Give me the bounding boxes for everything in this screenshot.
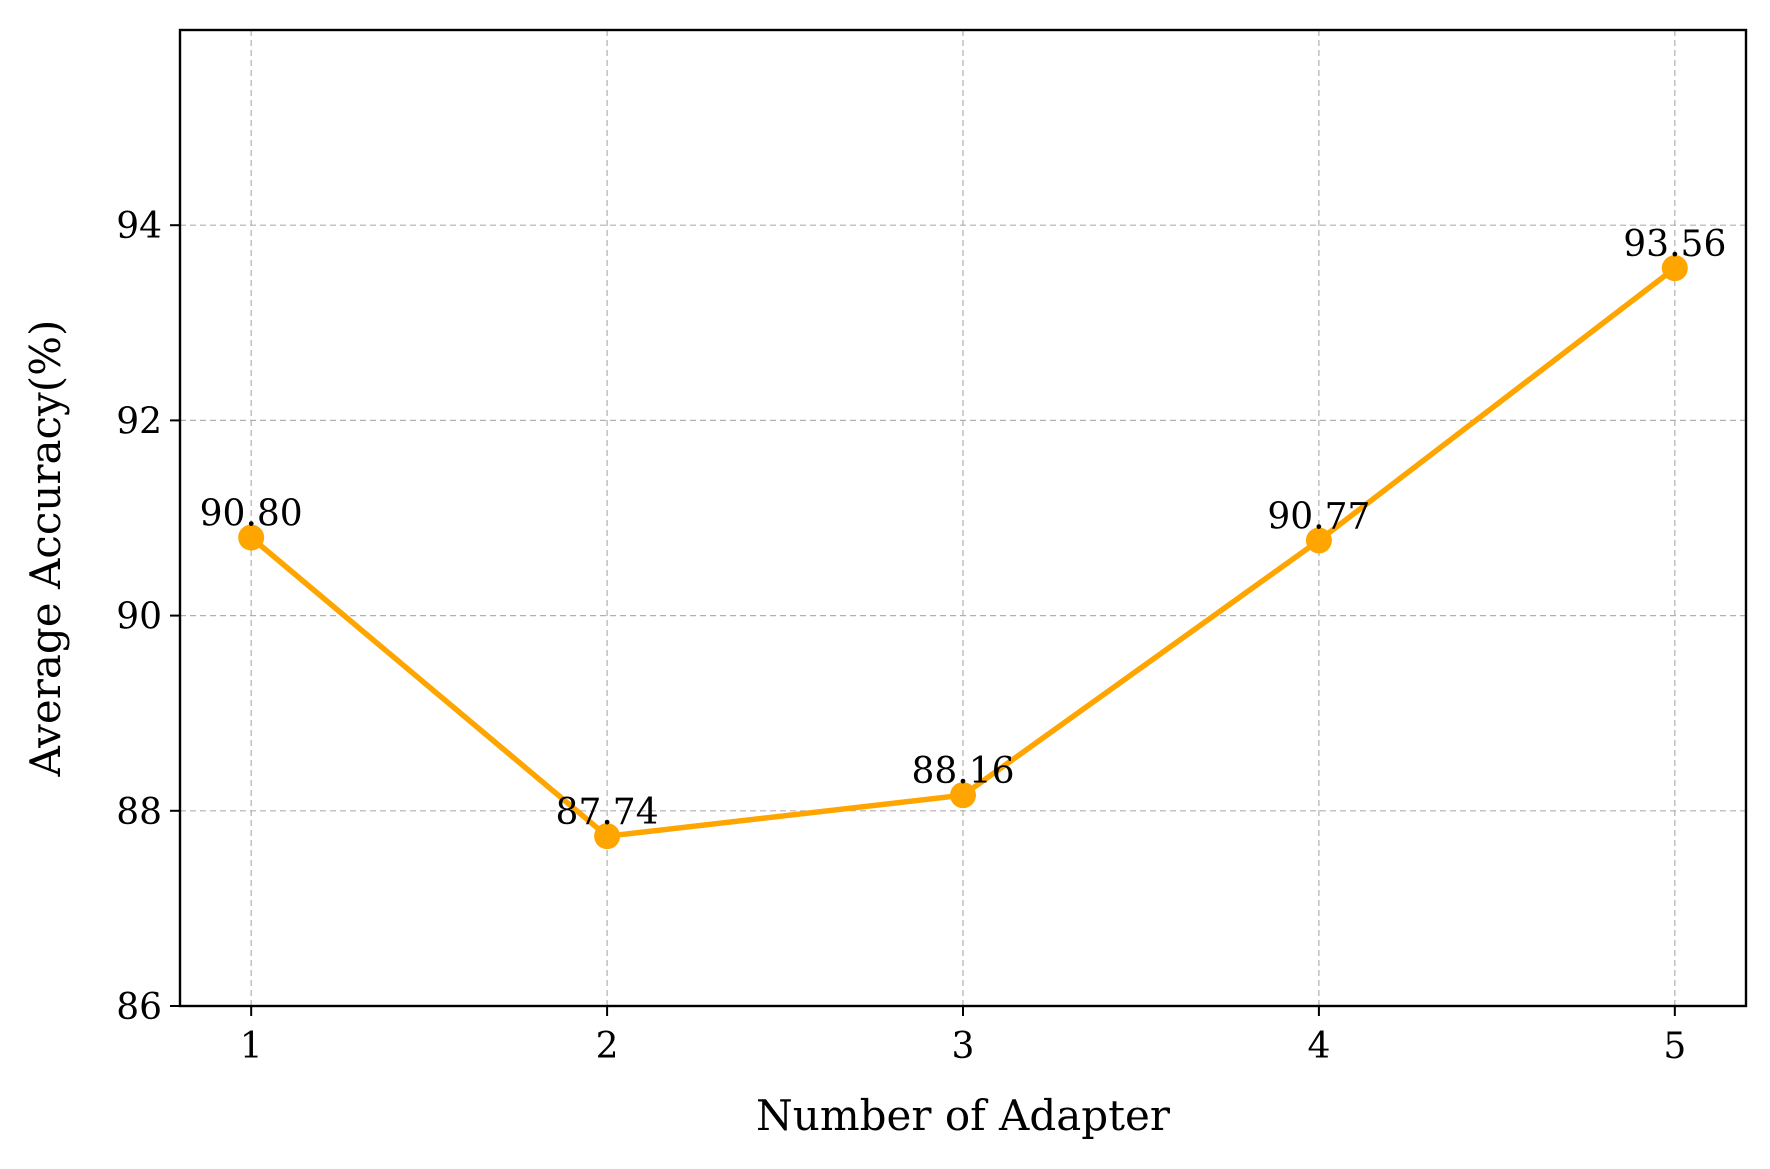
x-axis-title: Number of Adapter <box>756 1091 1171 1140</box>
data-point <box>594 823 621 850</box>
data-label: 90.80 <box>200 494 303 535</box>
x-tick-label: 5 <box>1663 1026 1686 1067</box>
data-label: 93.56 <box>1623 224 1726 265</box>
y-tick-label: 86 <box>116 987 162 1028</box>
x-tick-label: 2 <box>596 1026 619 1067</box>
grid <box>180 30 1746 1007</box>
x-tick-label: 4 <box>1307 1026 1330 1067</box>
data-label-layer: 90.80 87.74 88.16 90.77 93.56 <box>200 224 1727 833</box>
y-tick-label: 90 <box>116 597 162 638</box>
y-axis-title: Average Accuracy(%) <box>21 320 70 778</box>
series-layer <box>238 255 1688 850</box>
data-point <box>1305 527 1332 554</box>
data-label: 90.77 <box>1267 496 1370 537</box>
data-point <box>950 782 976 809</box>
y-tick-label: 88 <box>116 792 162 833</box>
plot-frame <box>178 28 1748 1008</box>
x-tick-label: 3 <box>952 1026 975 1067</box>
y-tick-label: 92 <box>116 401 162 442</box>
x-tick-label: 1 <box>240 1026 263 1067</box>
data-point <box>238 524 265 551</box>
data-label: 88.16 <box>911 751 1014 792</box>
data-label: 87.74 <box>556 792 659 833</box>
tick-layer: 1 2 3 4 5 86 88 90 92 94 <box>116 206 1686 1067</box>
y-tick-label: 94 <box>116 206 162 247</box>
data-point <box>1661 255 1688 282</box>
